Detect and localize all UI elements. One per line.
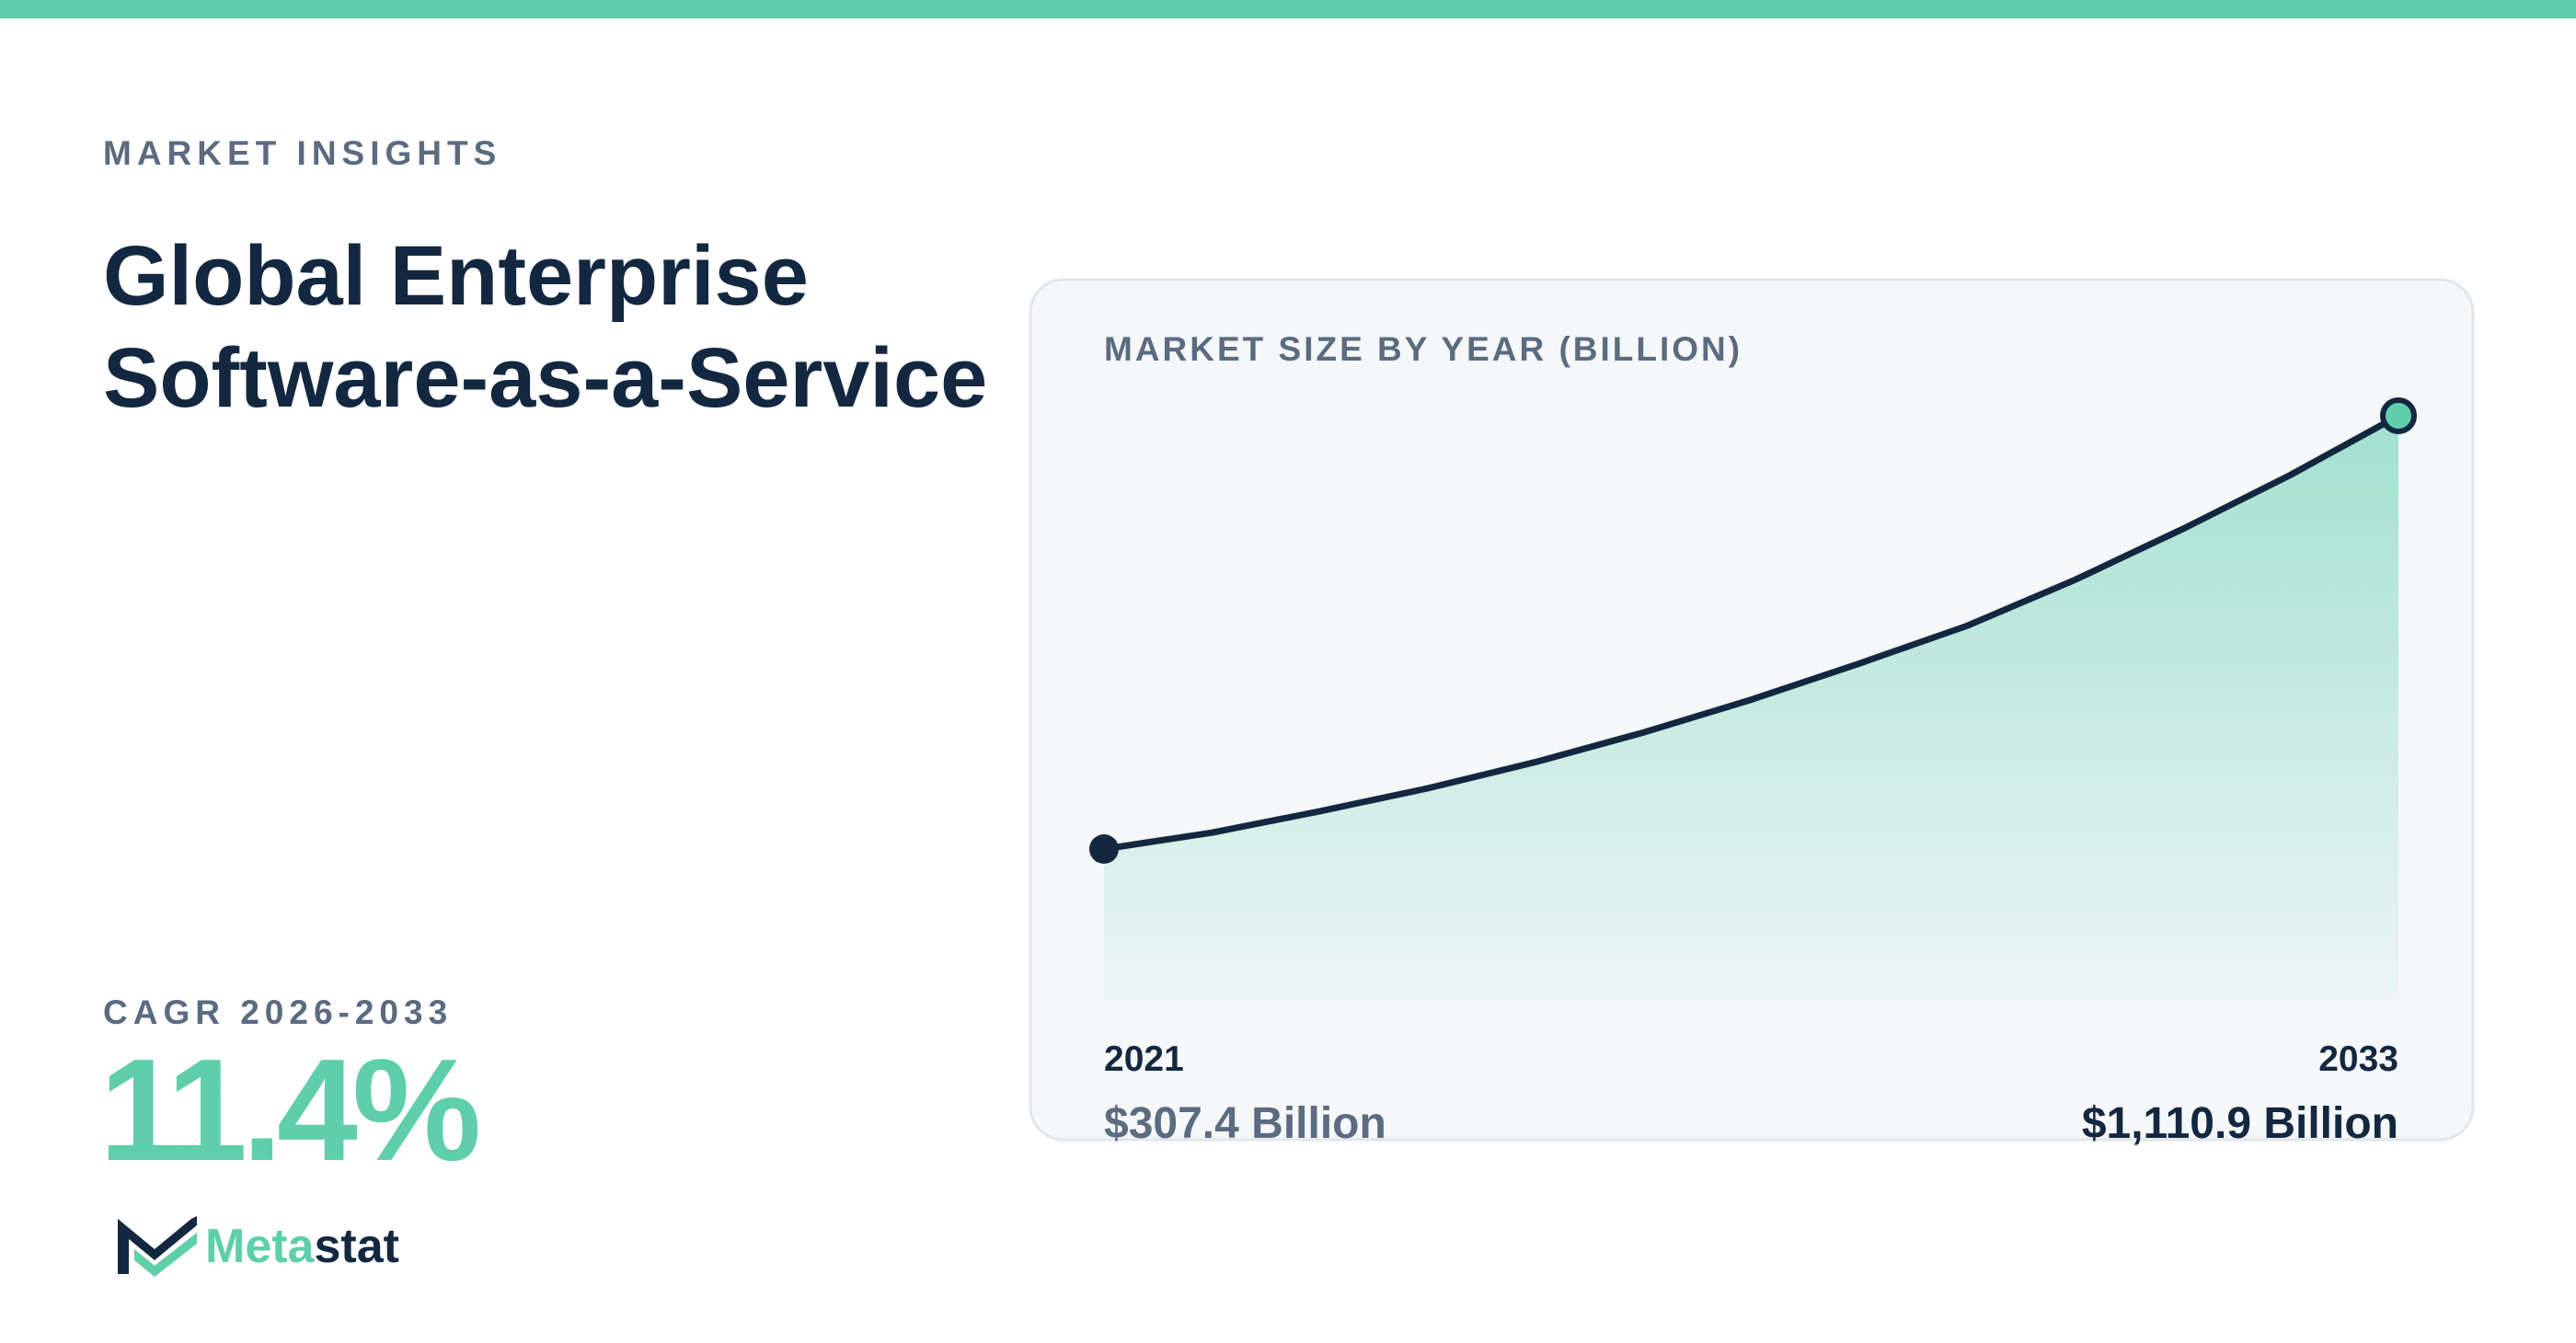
brand-logo: Metastat (118, 1216, 399, 1277)
cagr-value: 11.4% (99, 1029, 478, 1191)
value-label: $307.4 Billion (1104, 1099, 1386, 1148)
eyebrow: MARKET INSIGHTS (103, 134, 501, 172)
title-line: Software-as-a-Service (103, 331, 987, 425)
start-point (1089, 834, 1119, 864)
end-point (2380, 397, 2417, 434)
plot: 2021 2033 $307.4 Billion $1,110.9 Billion (1089, 397, 2417, 1148)
top-bar (0, 0, 2576, 18)
brand-part: Meta (205, 1220, 316, 1273)
line (1100, 412, 2402, 853)
brand-name: Metastat (205, 1220, 399, 1273)
value-label: $1,110.9 Billion (2082, 1099, 2398, 1148)
logo-mark (118, 1216, 197, 1274)
title-line: Global Enterprise (103, 229, 809, 323)
area (1104, 416, 2398, 1000)
x-tick-label: 2021 (1104, 1039, 1184, 1079)
cagr-label: CAGR 2026-2033 (103, 993, 453, 1031)
logo-accent (134, 1233, 197, 1277)
brand-part: stat (314, 1220, 398, 1273)
chart-title: MARKET SIZE BY YEAR (BILLION) (1104, 330, 1742, 368)
x-tick-label: 2033 (2318, 1039, 2398, 1079)
